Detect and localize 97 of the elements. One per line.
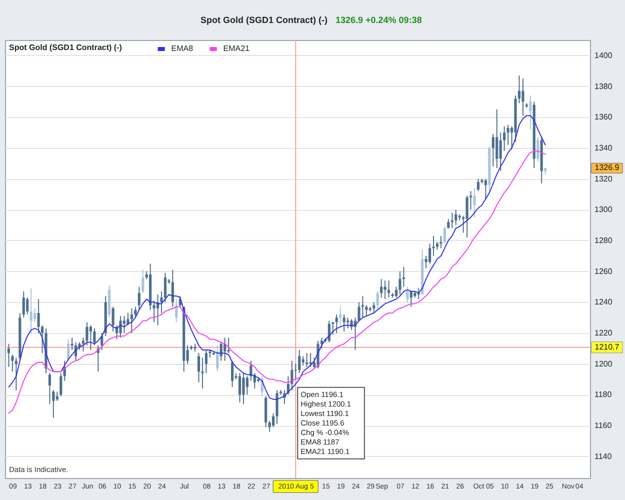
candlestick: [496, 108, 498, 169]
y-tick-label: 1400: [594, 50, 613, 60]
candlestick: [7, 343, 10, 368]
candlestick: [394, 286, 398, 298]
candlestick: [56, 391, 58, 402]
candlestick: [350, 318, 353, 330]
candlestick: [197, 352, 200, 383]
candlestick: [298, 349, 301, 374]
candlestick: [376, 290, 379, 310]
candlestick: [67, 338, 70, 362]
candlestick: [227, 337, 230, 354]
candlestick: [339, 306, 342, 326]
candlestick: [93, 328, 96, 346]
candlestick: [316, 340, 320, 369]
candlestick: [290, 360, 294, 391]
candlestick: [440, 235, 442, 249]
candlestick: [306, 352, 308, 368]
y-tick-label: 1280: [594, 236, 613, 245]
candlestick: [246, 376, 248, 396]
candlestick: [130, 308, 133, 334]
candlestick: [14, 357, 18, 391]
y-tick-label: 1320: [594, 174, 613, 184]
candlestick: [450, 212, 454, 229]
candlestick: [82, 337, 85, 352]
candlestick: [406, 286, 409, 303]
candlestick: [34, 308, 36, 323]
candlestick: [536, 136, 540, 162]
candlestick: [52, 390, 55, 418]
ref-line-label: 1210.7: [594, 342, 620, 352]
y-tick-label: 1260: [594, 266, 613, 276]
y-tick-label: 1220: [594, 328, 613, 338]
candlestick: [365, 304, 368, 317]
candlestick: [499, 132, 502, 172]
candlestick: [142, 269, 144, 294]
candlestick: [466, 195, 468, 238]
candlestick: [335, 314, 338, 334]
candlestick: [86, 322, 88, 346]
candlestick: [26, 297, 29, 316]
y-tick-label: 1160: [594, 421, 612, 430]
chart-title: Spot Gold (SGD1 Contract) (-): [200, 15, 328, 25]
candlestick: [89, 324, 92, 350]
y-tick-label: 1300: [594, 205, 613, 214]
candlestick: [122, 316, 126, 334]
candlestick: [476, 178, 480, 192]
candlestick: [309, 352, 312, 368]
candlestick: [473, 188, 476, 218]
candlestick: [443, 226, 446, 244]
candlestick: [342, 314, 346, 332]
candlestick: [398, 270, 402, 295]
candlestick: [522, 78, 524, 116]
candlestick: [37, 298, 40, 334]
y-tick-label: 1380: [594, 82, 613, 91]
candlestick: [529, 95, 532, 130]
candlestick: [30, 288, 32, 334]
candlestick: [387, 280, 390, 298]
candlestick: [268, 420, 271, 432]
candlestick: [164, 272, 167, 303]
candlestick: [238, 372, 242, 403]
candlestick: [171, 269, 174, 308]
y-tick-label: 1200: [594, 359, 613, 368]
chart-title: Spot Gold (SGD1 Contract) (-): [9, 43, 122, 52]
candlestick: [469, 190, 472, 210]
y-tick-label: 1340: [594, 143, 613, 152]
candlestick: [230, 360, 234, 388]
candlestick: [402, 266, 405, 288]
candlestick: [384, 280, 386, 300]
legend-label: EMA21: [223, 44, 250, 53]
candlestick: [48, 372, 52, 404]
legend-label: EMA8: [171, 44, 194, 53]
y-tick-label: 1180: [594, 390, 612, 400]
candlestick: [332, 322, 334, 336]
candlestick: [138, 286, 140, 310]
y-tick-label: 1360: [594, 112, 613, 122]
candlestick: [60, 372, 62, 397]
candlestick: [380, 278, 383, 298]
candlestick: [428, 243, 432, 264]
candlestick: [216, 344, 219, 372]
chart-subtitle: 1326.9 +0.24% 09:38: [336, 15, 422, 25]
candlestick: [492, 134, 494, 167]
candlestick: [346, 317, 350, 329]
candlestick: [204, 349, 208, 374]
candlestick: [361, 296, 364, 318]
candlestick: [484, 178, 487, 200]
candlestick: [454, 209, 458, 226]
candlestick: [70, 337, 74, 350]
candlestick: [302, 356, 304, 366]
candlestick: [372, 302, 376, 314]
candlestick: [242, 372, 245, 404]
candlestick: [22, 290, 25, 318]
y-tick-label: 1240: [594, 298, 613, 307]
candlestick: [112, 306, 114, 332]
candlestick: [134, 306, 137, 318]
candlestick: [276, 390, 278, 425]
annotation: 1326.9: [594, 163, 620, 172]
candlestick: [503, 126, 506, 152]
candlestick: [119, 316, 122, 338]
y-tick-label: 1140: [594, 452, 612, 461]
